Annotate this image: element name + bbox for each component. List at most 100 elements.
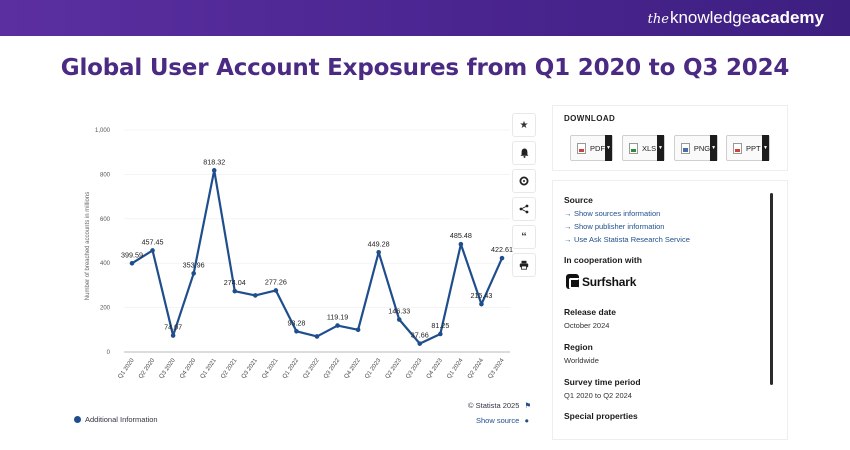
data-label: 74.07 (164, 323, 182, 332)
data-label: 485.48 (450, 231, 472, 240)
data-label: 215.43 (470, 291, 492, 300)
data-point (314, 334, 320, 339)
x-tick-label: Q1 2022 (282, 357, 300, 380)
show-sources-link[interactable]: → Show sources information (564, 209, 660, 218)
download-title: DOWNLOAD (564, 114, 616, 123)
bell-icon[interactable] (512, 141, 536, 165)
show-source-label: Show source (476, 416, 520, 425)
data-point (150, 248, 155, 253)
data-point (170, 333, 176, 338)
ask-statista-link[interactable]: → Use Ask Statista Research Service (564, 235, 690, 244)
y-axis-label: Number of breached accounts in millions (85, 192, 91, 300)
arrow-right-icon: → (564, 235, 572, 244)
star-icon[interactable]: ★ (512, 113, 536, 137)
top-banner: theknowledgeacademy (0, 0, 850, 36)
source-heading: Source (564, 195, 593, 205)
print-icon[interactable] (512, 253, 536, 277)
data-label: 353.96 (183, 260, 205, 269)
scrollbar[interactable] (770, 193, 773, 385)
source-info-panel: Source → Show sources information → Show p… (552, 180, 788, 440)
data-label: 399.59 (121, 250, 143, 259)
show-publisher-label: Show publisher information (574, 222, 665, 231)
data-label: 277.26 (265, 277, 287, 286)
release-date-value: October 2024 (564, 321, 610, 330)
x-tick-label: Q3 2020 (159, 357, 177, 380)
data-point (211, 168, 217, 173)
release-date-heading: Release date (564, 307, 616, 317)
additional-information-link[interactable]: Additional Information (74, 415, 158, 424)
png-file-icon (681, 142, 690, 154)
x-tick-label: Q1 2024 (446, 357, 464, 380)
x-tick-label: Q3 2021 (241, 357, 259, 380)
special-properties-heading: Special properties (564, 411, 638, 421)
data-point (417, 341, 423, 346)
surfshark-icon (566, 274, 580, 289)
y-tick-label: 1,000 (95, 128, 111, 134)
brand-the: the (647, 12, 669, 27)
show-publisher-link[interactable]: → Show publisher information (564, 222, 664, 231)
partner-name: Surfshark (582, 274, 637, 289)
data-point (499, 255, 505, 261)
info-icon: ● (524, 416, 529, 425)
download-panel: DOWNLOAD PDF ▼ XLS ▼ PNG ▼ PPT ▼ (552, 105, 788, 171)
show-source-link[interactable]: Show source ● (476, 416, 529, 425)
data-point (253, 293, 258, 298)
download-pdf-label: PDF (590, 143, 605, 153)
download-png-button[interactable]: PNG ▼ (674, 135, 718, 161)
arrow-right-icon: → (564, 222, 572, 231)
download-xls-button[interactable]: XLS ▼ (622, 135, 665, 161)
quote-icon[interactable]: “ (512, 225, 536, 249)
y-tick-label: 600 (100, 217, 111, 223)
data-label: 422.61 (491, 245, 513, 254)
chevron-down-icon[interactable]: ▼ (657, 135, 664, 161)
pdf-file-icon (577, 142, 586, 154)
data-point (438, 331, 443, 337)
data-point (458, 241, 464, 247)
x-tick-label: Q4 2022 (344, 357, 362, 380)
data-label: 449.28 (368, 239, 390, 248)
download-png-label: PNG (693, 143, 711, 153)
chevron-down-icon[interactable]: ▼ (710, 135, 717, 161)
page-title: Global User Account Exposures from Q1 20… (60, 55, 790, 81)
gear-icon[interactable] (512, 169, 536, 193)
x-tick-label: Q4 2021 (261, 357, 279, 380)
data-label: 37.66 (411, 331, 429, 340)
share-icon[interactable] (512, 197, 536, 221)
data-point (191, 271, 196, 276)
chevron-down-icon[interactable]: ▼ (605, 135, 612, 161)
region-heading: Region (564, 342, 593, 352)
x-tick-label: Q2 2024 (467, 357, 485, 380)
y-tick-label: 800 (100, 172, 111, 178)
x-tick-label: Q1 2020 (118, 357, 136, 380)
ppt-file-icon (733, 142, 742, 154)
data-point (355, 327, 361, 333)
y-tick-label: 0 (107, 350, 111, 356)
survey-period-heading: Survey time period (564, 377, 641, 387)
y-tick-label: 200 (100, 306, 111, 312)
download-ppt-label: PPT (746, 143, 761, 153)
arrow-right-icon: → (564, 209, 572, 218)
region-value: Worldwide (564, 356, 599, 365)
download-ppt-button[interactable]: PPT ▼ (726, 135, 770, 161)
x-tick-label: Q3 2024 (488, 357, 506, 380)
info-icon (74, 416, 81, 423)
y-tick-label: 400 (100, 261, 111, 267)
x-tick-label: Q1 2023 (364, 357, 382, 380)
data-label: 146.33 (388, 307, 410, 316)
data-point (396, 317, 402, 322)
brand-logo[interactable]: theknowledgeacademy (648, 8, 824, 28)
x-tick-label: Q4 2020 (179, 357, 197, 380)
x-tick-label: Q2 2020 (138, 357, 156, 380)
surfshark-logo[interactable]: Surfshark (566, 274, 636, 289)
chevron-down-icon[interactable]: ▼ (762, 135, 769, 161)
data-point (376, 249, 381, 255)
x-tick-label: Q2 2021 (220, 357, 238, 380)
download-pdf-button[interactable]: PDF ▼ (570, 135, 613, 161)
statista-copyright: © Statista 2025 ⚑ (468, 401, 531, 410)
data-label: 274.04 (224, 278, 246, 287)
cooperation-heading: In cooperation with (564, 255, 642, 265)
x-tick-label: Q2 2023 (385, 357, 403, 380)
data-label: 81.25 (431, 321, 449, 330)
data-point (479, 301, 484, 307)
